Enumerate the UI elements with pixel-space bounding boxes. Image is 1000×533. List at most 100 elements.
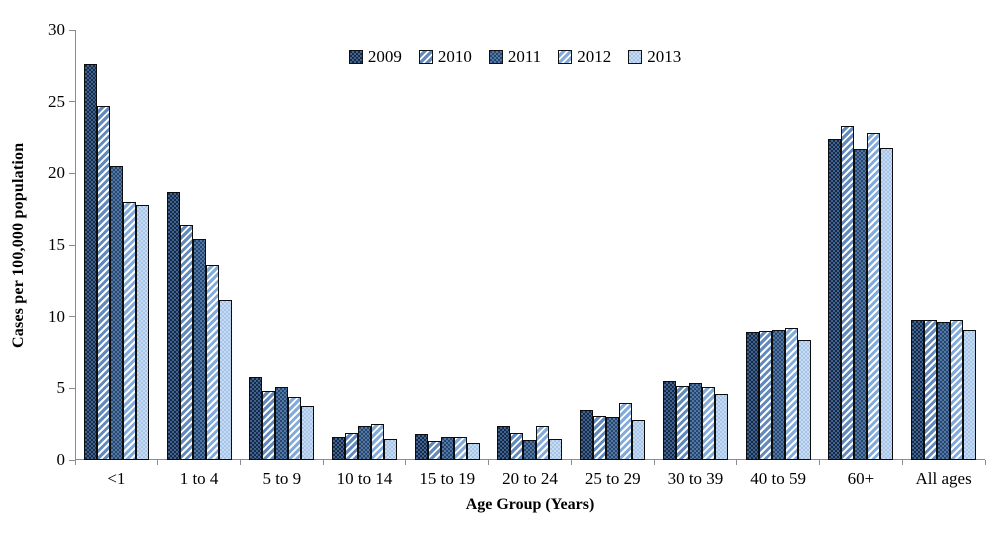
y-axis-tick bbox=[69, 101, 75, 103]
bar-group bbox=[902, 319, 985, 460]
y-axis-tick bbox=[69, 172, 75, 174]
bar-2013 bbox=[301, 405, 315, 460]
x-axis-tick bbox=[653, 460, 655, 465]
bar-2013 bbox=[384, 438, 398, 460]
bar-2010 bbox=[179, 224, 193, 460]
y-axis-tick bbox=[69, 387, 75, 389]
bar-group bbox=[240, 376, 323, 460]
x-axis-tick bbox=[239, 460, 241, 465]
legend-label-2010: 2010 bbox=[437, 47, 472, 66]
y-axis-tick bbox=[69, 316, 75, 318]
bar-group bbox=[820, 126, 903, 460]
bar-2011 bbox=[192, 239, 206, 460]
bar-2011 bbox=[275, 386, 289, 460]
bar-2012 bbox=[784, 328, 798, 460]
bar-2013 bbox=[549, 438, 563, 460]
category-label: 15 to 19 bbox=[419, 469, 476, 488]
bar-2011 bbox=[688, 382, 702, 460]
x-axis-tick bbox=[736, 460, 738, 465]
category-label: 10 to 14 bbox=[336, 469, 393, 488]
bar-2011 bbox=[358, 425, 372, 460]
legend: 2009 2010 2011 2012 2013 bbox=[75, 47, 955, 67]
bar-2009 bbox=[911, 319, 925, 460]
bar-group bbox=[737, 328, 820, 460]
bar-2011 bbox=[606, 417, 620, 460]
bar-2013 bbox=[218, 299, 232, 460]
y-tick-label: 20 bbox=[48, 163, 65, 183]
bar-2013 bbox=[135, 204, 149, 460]
bar-2009 bbox=[662, 381, 676, 460]
bar-2010 bbox=[510, 432, 524, 460]
y-axis-tick bbox=[69, 244, 75, 246]
bar-group bbox=[654, 381, 737, 460]
legend-label-2012: 2012 bbox=[577, 47, 612, 66]
bar-2009 bbox=[414, 434, 428, 460]
bar-2013 bbox=[963, 329, 977, 460]
bar-group bbox=[323, 424, 406, 460]
x-axis-tick bbox=[819, 460, 821, 465]
bar-2011 bbox=[523, 439, 537, 460]
category-label: 60+ bbox=[847, 469, 875, 488]
x-axis-tick bbox=[901, 460, 903, 465]
legend-label-2011: 2011 bbox=[507, 47, 542, 66]
y-tick-label: 15 bbox=[48, 235, 65, 254]
bar-2012 bbox=[619, 402, 633, 460]
y-axis-line bbox=[75, 30, 76, 465]
bar-2010 bbox=[345, 432, 359, 460]
category-label: 25 to 29 bbox=[584, 469, 641, 488]
bar-2009 bbox=[166, 192, 180, 460]
bar-2011 bbox=[937, 322, 951, 460]
bar-2009 bbox=[828, 138, 842, 460]
legend-item-2013: 2013 bbox=[628, 47, 681, 67]
legend-label-2009: 2009 bbox=[367, 47, 402, 66]
bar-2011 bbox=[109, 166, 123, 460]
bar-2013 bbox=[466, 442, 480, 460]
bar-group bbox=[489, 425, 572, 460]
bar-2013 bbox=[797, 339, 811, 460]
bar-2009 bbox=[249, 376, 263, 460]
category-label: All ages bbox=[915, 469, 972, 488]
bar-2010 bbox=[841, 126, 855, 460]
category-label: 30 to 39 bbox=[667, 469, 724, 488]
x-axis-tick bbox=[322, 460, 324, 465]
x-axis-tick bbox=[488, 460, 490, 465]
category-label: <1 bbox=[107, 469, 126, 488]
x-axis-tick bbox=[570, 460, 572, 465]
bar-2010 bbox=[262, 391, 276, 460]
x-axis-title: Age Group (Years) bbox=[465, 496, 595, 513]
plot-area: 0 5 10 15 20 25 30 <1 1 to 4 5 to 9 10 to 14 15 to … bbox=[48, 21, 986, 488]
legend-swatch-2013 bbox=[628, 50, 643, 64]
bar-2012 bbox=[867, 133, 881, 460]
bar-2010 bbox=[675, 385, 689, 460]
bar-2013 bbox=[632, 419, 646, 460]
bar-group bbox=[571, 402, 654, 460]
bar-2012 bbox=[205, 265, 219, 460]
y-axis-tick bbox=[69, 29, 75, 31]
bar-2010 bbox=[427, 441, 441, 460]
y-tick-label: 10 bbox=[48, 306, 65, 326]
bar-2013 bbox=[880, 147, 894, 460]
x-axis-tick bbox=[405, 460, 407, 465]
bar-group bbox=[158, 192, 241, 460]
x-axis-tick bbox=[984, 460, 986, 465]
bar-2010 bbox=[593, 415, 607, 460]
category-label: 1 to 4 bbox=[179, 469, 219, 488]
bar-2009 bbox=[497, 425, 511, 460]
bar-2013 bbox=[714, 394, 728, 460]
legend-item-2011: 2011 bbox=[488, 47, 542, 67]
bar-2009 bbox=[332, 437, 346, 460]
bar-2009 bbox=[580, 409, 594, 460]
bar-2012 bbox=[371, 424, 385, 460]
bar-2011 bbox=[440, 437, 454, 460]
y-tick-label: 25 bbox=[48, 91, 65, 111]
bar-2012 bbox=[288, 396, 302, 460]
y-axis-tick bbox=[69, 459, 75, 461]
bar-2010 bbox=[758, 331, 772, 460]
bar-group bbox=[406, 434, 489, 460]
bar-2010 bbox=[924, 319, 938, 460]
legend-item-2009: 2009 bbox=[348, 47, 402, 67]
bar-2012 bbox=[536, 425, 550, 460]
legend-item-2012: 2012 bbox=[558, 47, 611, 67]
bar-2009 bbox=[83, 64, 97, 460]
